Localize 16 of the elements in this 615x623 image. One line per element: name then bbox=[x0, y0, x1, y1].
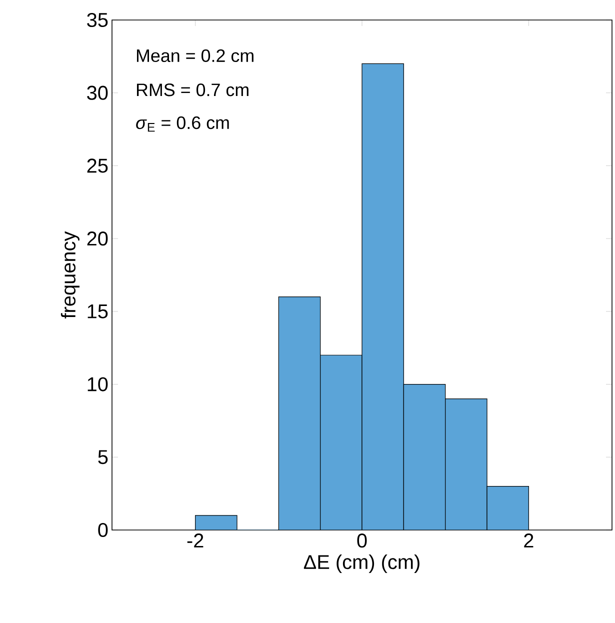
y-tick-label: 35 bbox=[87, 12, 108, 28]
y-tick-label: 10 bbox=[88, 377, 108, 392]
y-tick-label: 30 bbox=[87, 86, 108, 100]
x-tick-label: 0 bbox=[357, 534, 367, 548]
annotation: RMS = 0.7 cm bbox=[136, 84, 248, 96]
y-tick-label: 20 bbox=[87, 232, 108, 246]
y-tick-label: 5 bbox=[98, 450, 108, 464]
x-axis-title: ΔE (cm) (cm) bbox=[304, 554, 420, 574]
y-tick-label: 0 bbox=[98, 522, 108, 538]
x-tick-label: -2 bbox=[187, 534, 204, 548]
x-tick-label: 2 bbox=[524, 534, 534, 548]
y-tick-label: 25 bbox=[87, 158, 108, 173]
y-tick-label: 15 bbox=[88, 304, 108, 318]
y-axis-title: frequency bbox=[60, 231, 80, 318]
annotation: σ$_{E}$ = 0.6 cm bbox=[136, 116, 229, 132]
annotation: Mean = 0.2 cm bbox=[136, 49, 254, 62]
